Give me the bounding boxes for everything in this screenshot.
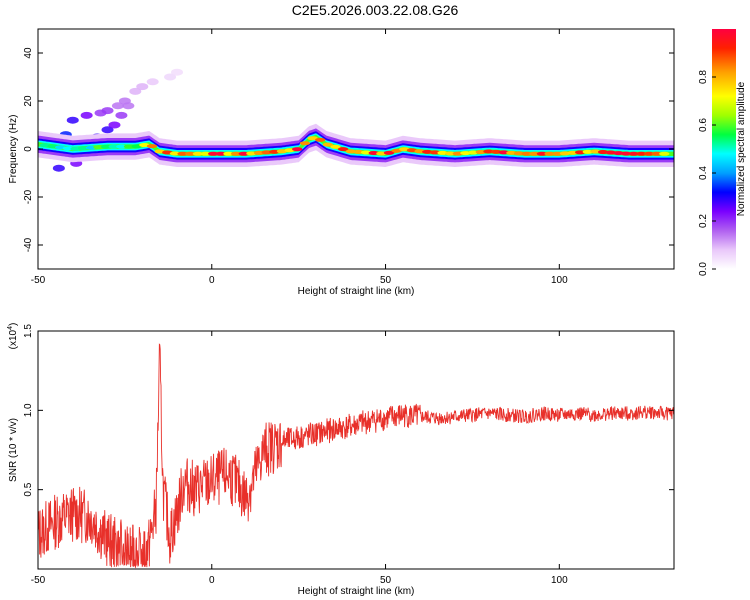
- spectrogram-core-cell: [177, 151, 188, 156]
- spectrogram-core-cell: [108, 144, 119, 149]
- spectrogram-core-cell: [207, 151, 219, 156]
- spectrogram-blob: [115, 111, 128, 119]
- spectrogram-core-cell: [200, 151, 211, 156]
- spectrogram-blob: [66, 116, 79, 124]
- spectrogram-core-cell: [185, 151, 196, 156]
- snr-multiplier-label: (x104): [7, 323, 19, 350]
- spectrogram-core-cell: [330, 144, 341, 149]
- snr-x-tick-label: 50: [380, 575, 392, 586]
- spectrogram-blob: [108, 121, 121, 129]
- snr-panel: -50 0 50 100 0.5 1.0 1.5 Height of straight li…: [7, 323, 675, 597]
- spectrogram-x-label: Height of straight line (km): [298, 286, 415, 297]
- spectrogram-y-label: Frequency (Hz): [8, 115, 19, 184]
- snr-y-tick-label: 1.5: [23, 324, 34, 338]
- spectrogram-core-cell: [383, 150, 395, 155]
- spectrogram-core-cell: [582, 149, 594, 154]
- spectrogram-marks: [38, 68, 674, 172]
- snr-y-tick-label: 1.0: [23, 403, 34, 417]
- spectrogram-core-cell: [536, 151, 548, 156]
- snr-x-label: Height of straight line (km): [298, 586, 415, 597]
- snr-ticks: -50 0 50 100 0.5 1.0 1.5: [23, 324, 674, 586]
- snr-series-line: [38, 343, 674, 569]
- spectrogram-core-cell: [643, 151, 655, 156]
- spectrogram-blob: [101, 107, 114, 115]
- spectrogram-blob: [118, 97, 131, 105]
- spectrogram-core-cell: [322, 142, 334, 147]
- spectrogram-core-cell: [123, 144, 135, 149]
- snr-x-tick-label: 0: [209, 575, 215, 586]
- spectrogram-core-cell: [636, 151, 647, 156]
- snr-marks: [38, 343, 674, 569]
- spectrogram-y-tick-label: 20: [23, 95, 34, 107]
- snr-y-tick-label: 0.5: [23, 482, 34, 496]
- colorbar-gradient: [712, 29, 736, 269]
- colorbar-tick-label: 0.4: [698, 166, 709, 180]
- spectrogram-core-cell: [651, 151, 662, 156]
- spectrogram-core-cell: [292, 147, 303, 152]
- spectrogram-core-cell: [299, 141, 311, 146]
- spectrogram-x-tick-label: 0: [209, 275, 215, 286]
- spectrogram-blob: [146, 78, 159, 86]
- spectrogram-core-cell: [146, 144, 158, 149]
- spectrogram-blob: [164, 73, 177, 81]
- spectrogram-x-tick-label: 100: [551, 275, 568, 286]
- colorbar-label: Normalized spectral amplitude: [736, 81, 747, 216]
- page-title: C2E5.2026.003.22.08.G26: [291, 2, 459, 18]
- spectrogram-blob: [129, 87, 142, 95]
- spectrogram-x-tick-label: -50: [31, 275, 46, 286]
- spectrogram-core-cell: [100, 144, 112, 149]
- spectrogram-y-tick-label: 40: [23, 47, 34, 59]
- colorbar-tick-label: 0.8: [698, 70, 709, 84]
- snr-frame: [37, 330, 675, 570]
- spectrogram-blob: [171, 68, 184, 76]
- spectrogram-y-tick-label: -20: [23, 189, 34, 204]
- colorbar-ticks: 0.0 0.2 0.4 0.6 0.8: [698, 70, 716, 276]
- colorbar-tick-label: 0.6: [698, 118, 709, 132]
- spectrogram-core-cell: [169, 151, 181, 156]
- spectrogram-core-cell: [620, 151, 632, 156]
- snr-plot-area: [38, 331, 674, 569]
- spectrogram-core-cell: [659, 151, 670, 156]
- snr-x-tick-label: 100: [551, 575, 568, 586]
- spectrogram-panel: -50 0 50 100 -40 -20 0 20 40 Height of straight …: [8, 28, 675, 297]
- colorbar-tick-label: 0.0: [698, 262, 709, 276]
- spectrogram-ticks: -50 0 50 100 -40 -20 0 20 40: [23, 29, 674, 286]
- spectrogram-core-cell: [628, 151, 639, 156]
- spectrogram-core-cell: [215, 151, 227, 156]
- spectrogram-core-cell: [513, 151, 525, 156]
- spectrogram-blob: [136, 83, 149, 91]
- spectrogram-core-cell: [307, 136, 318, 141]
- spectrogram-x-tick-label: 50: [380, 275, 392, 286]
- spectrogram-core-cell: [483, 149, 494, 154]
- spectrogram-blob: [101, 126, 114, 134]
- colorbar: 0.0 0.2 0.4 0.6 0.8 Normalized spectral ampl…: [698, 29, 747, 276]
- spectrogram-core-cell: [529, 151, 540, 156]
- spectrogram-core-cell: [552, 151, 563, 156]
- spectrogram-core-cell: [223, 151, 234, 156]
- spectrogram-core-cell: [62, 146, 74, 151]
- colorbar-tick-label: 0.2: [698, 214, 709, 228]
- spectrogram-blob: [80, 111, 93, 119]
- spectrogram-core-cell: [391, 148, 402, 153]
- spectrogram-core-cell: [337, 147, 349, 152]
- spectrogram-core-cell: [230, 151, 242, 156]
- spectrogram-core-cell: [238, 151, 249, 156]
- spectrogram-core-cell: [315, 137, 326, 142]
- spectrogram-core-cell: [116, 144, 127, 149]
- spectrogram-core-cell: [192, 151, 204, 156]
- spectrogram-core-cell: [521, 151, 532, 156]
- spectrogram-blob: [52, 164, 65, 172]
- snr-y-label: SNR (10 * v/v): [8, 418, 19, 482]
- snr-x-tick-label: -50: [31, 575, 46, 586]
- spectrogram-y-tick-label: 0: [23, 146, 34, 152]
- spectrogram-y-tick-label: -40: [23, 237, 34, 252]
- spectrogram-core-cell: [544, 151, 555, 156]
- spectrogram-core-cell: [444, 151, 456, 156]
- spectrogram-blob: [111, 102, 124, 110]
